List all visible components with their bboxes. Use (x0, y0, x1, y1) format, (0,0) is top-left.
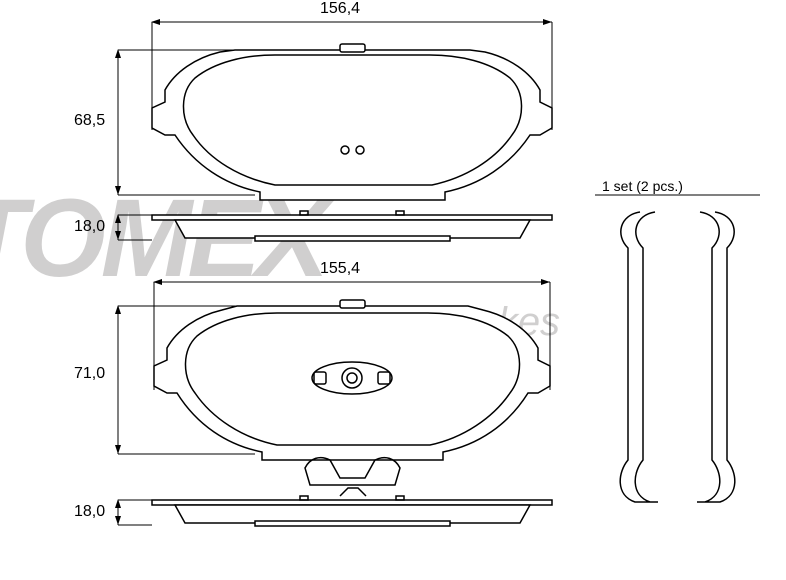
brake-pad-bottom-side (152, 488, 552, 526)
spring-clip-right (697, 212, 735, 502)
diagram-container: TOMEX brakes 156,4 68,5 18,0 155,4 71,0 … (0, 0, 786, 580)
wear-clip (305, 458, 400, 485)
brake-pad-top-front (152, 44, 552, 200)
technical-drawing (0, 0, 786, 580)
brake-pad-bottom-front (154, 300, 550, 460)
brake-pad-top-side (152, 211, 552, 241)
spring-clip-left (620, 212, 658, 502)
